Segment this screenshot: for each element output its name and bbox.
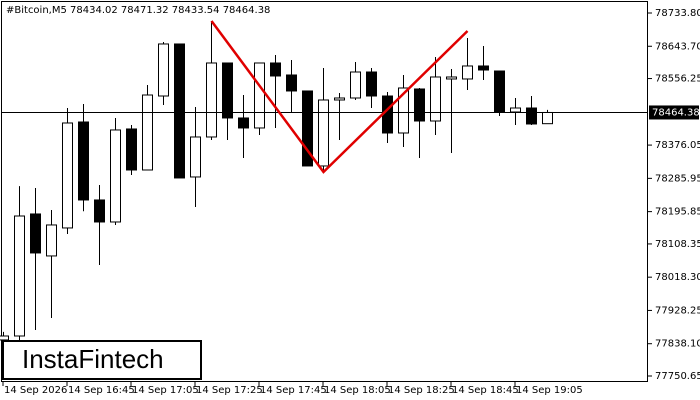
candle-body	[126, 128, 137, 171]
candle-body	[142, 94, 153, 171]
candle-body	[14, 215, 25, 337]
candle-body	[46, 224, 57, 257]
y-tick-label: 78285.95	[655, 173, 700, 184]
x-tick-label: 14 Sep 18:45	[452, 385, 519, 396]
current-price-box	[649, 105, 699, 120]
x-tick-label: 14 Sep 17:05	[132, 385, 199, 396]
candle-body	[238, 117, 249, 129]
candle-body	[206, 62, 217, 138]
candle-body	[78, 121, 89, 201]
candle-body	[110, 129, 121, 223]
candle-body	[494, 70, 505, 113]
candle-body	[430, 76, 441, 122]
candle-body	[222, 62, 233, 119]
current-price-label: 78464.38	[652, 107, 700, 118]
candle-body	[398, 87, 409, 134]
y-tick-label: 78556.25	[655, 74, 700, 85]
y-tick-label: 77838.10	[655, 339, 700, 350]
x-tick-label: 14 Sep 18:25	[388, 385, 455, 396]
candle-body	[462, 65, 473, 80]
candle-body	[286, 74, 297, 92]
y-tick-label: 78376.05	[655, 140, 700, 151]
candle-body	[446, 76, 457, 80]
candle-body	[94, 199, 105, 223]
candle-body	[158, 43, 169, 97]
y-tick-label: 78733.80	[655, 8, 700, 19]
pattern-line	[210, 20, 469, 174]
candle-body	[414, 88, 425, 122]
plot-frame	[1, 1, 648, 382]
candle-body	[334, 97, 345, 101]
candle-body	[254, 62, 265, 129]
x-tick-label: 14 Sep 19:05	[516, 385, 583, 396]
candle-body	[318, 99, 329, 167]
candle-body	[270, 62, 281, 77]
candle-body	[174, 43, 185, 179]
marks	[0, 21, 553, 342]
x-tick-label: 14 Sep 17:45	[260, 385, 327, 396]
candle-body	[526, 107, 537, 125]
watermark: InstaFintech	[22, 344, 164, 374]
candle-body	[302, 90, 313, 167]
y-tick-label: 78195.85	[655, 207, 700, 218]
x-tick-label: 14 Sep 17:25	[196, 385, 263, 396]
x-tick-label: 14 Sep 2026	[4, 385, 67, 396]
candle-body	[0, 335, 9, 341]
y-tick-label: 77750.65	[655, 371, 700, 382]
y-tick-label: 78018.30	[655, 272, 700, 283]
x-tick-label: 14 Sep 16:45	[68, 385, 135, 396]
candle-body	[190, 136, 201, 178]
candle-body	[478, 65, 489, 71]
y-tick-label: 78108.35	[655, 239, 700, 250]
candle-body	[350, 71, 361, 99]
candle-body	[30, 213, 41, 254]
watermark-box	[2, 340, 202, 380]
y-tick-label: 78643.70	[655, 41, 700, 52]
candle-body	[510, 107, 521, 113]
candle-body	[366, 71, 377, 97]
y-tick-label: 77928.25	[655, 305, 700, 316]
candle-body	[542, 111, 553, 125]
x-tick-label: 14 Sep 18:05	[324, 385, 391, 396]
chart-title: #Bitcoin,M5 78434.02 78471.32 78433.54 7…	[6, 5, 270, 16]
candle-body	[62, 122, 73, 229]
